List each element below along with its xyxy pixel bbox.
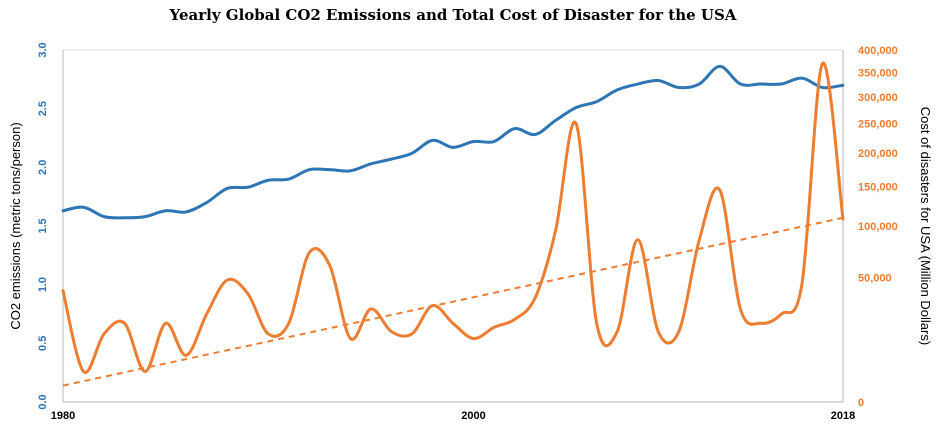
y-tick-label: 0.0 xyxy=(37,394,49,409)
y2-tick-label: 250,000 xyxy=(858,119,898,131)
right-axis-label: Cost of disasters for USA (Million Dolla… xyxy=(918,107,933,345)
left-axis-label: CO2 emissions (metric tons/person) xyxy=(8,122,23,329)
trendline xyxy=(62,216,844,387)
x-tick-label: 2000 xyxy=(461,410,485,422)
y2-tick-label: 0 xyxy=(858,397,864,409)
left-axis-ticks: 0.0 0.5 1.0 1.5 2.0 2.5 3.0 xyxy=(37,42,49,409)
y2-tick-label: 400,000 xyxy=(858,45,898,57)
y-tick-label: 1.5 xyxy=(37,218,49,233)
x-axis-ticks: 1980 2000 2018 xyxy=(51,410,855,422)
y2-tick-label: 150,000 xyxy=(858,181,898,193)
y-tick-label: 3.0 xyxy=(37,42,49,57)
cost-series-line xyxy=(61,61,845,374)
chart-title: Yearly Global CO2 Emissions and Total Co… xyxy=(169,6,737,24)
x-tick-label: 1980 xyxy=(51,410,75,422)
y2-tick-label: 200,000 xyxy=(858,148,898,160)
right-axis-ticks: 0 50,000 100,000 150,000 200,000 250,000 300,0… xyxy=(858,45,898,409)
series-layer xyxy=(61,61,845,387)
y-tick-label: 2.5 xyxy=(37,101,49,116)
y-tick-label: 2.0 xyxy=(37,160,49,175)
y-tick-label: 0.5 xyxy=(37,336,49,351)
x-tick-label: 2018 xyxy=(831,410,855,422)
y2-tick-label: 300,000 xyxy=(858,92,898,104)
y-tick-label: 1.0 xyxy=(37,277,49,292)
y2-tick-label: 50,000 xyxy=(858,273,892,285)
co2-series-line xyxy=(61,64,845,220)
y2-tick-label: 350,000 xyxy=(858,68,898,80)
y2-tick-label: 100,000 xyxy=(858,221,898,233)
